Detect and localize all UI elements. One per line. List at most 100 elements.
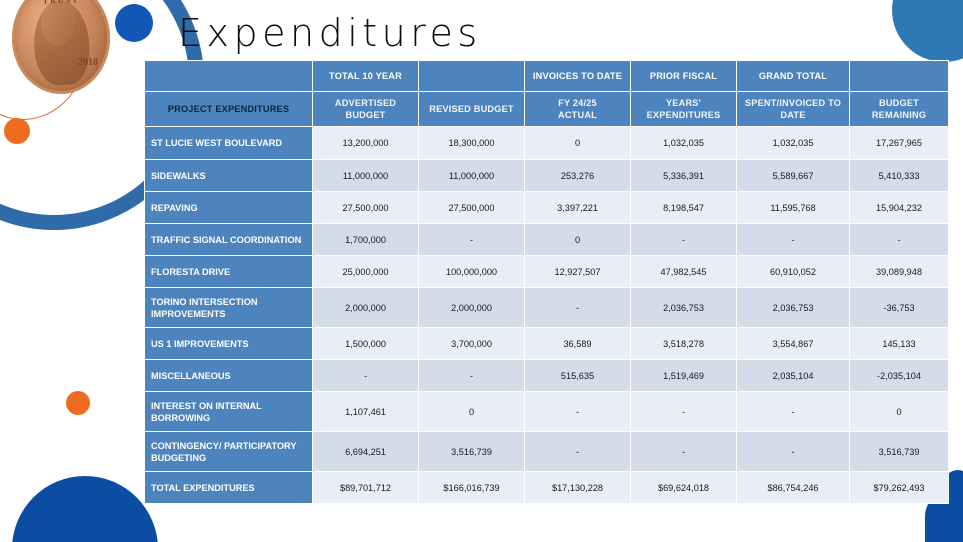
row-value-cell: 3,516,739	[419, 432, 524, 471]
row-value-cell: 11,000,000	[419, 160, 524, 191]
row-value-cell: 0	[525, 224, 630, 255]
row-value-cell: 3,516,739	[850, 432, 948, 471]
row-value-cell: 2,000,000	[313, 288, 418, 327]
group-header-cell-6	[850, 61, 948, 91]
group-header-cell-1: TOTAL 10 YEAR	[313, 61, 418, 91]
row-value-cell: 1,107,461	[313, 392, 418, 431]
column-header-years-expenditures: YEARS' EXPENDITURES	[631, 92, 736, 126]
row-value-cell: 36,589	[525, 328, 630, 359]
row-value-cell: -	[850, 224, 948, 255]
row-value-cell: 0	[850, 392, 948, 431]
blue-circle-top-right-decoration	[892, 0, 963, 62]
row-value-cell: -	[737, 432, 849, 471]
row-value-cell: $86,754,246	[737, 472, 849, 503]
row-value-cell: 18,300,000	[419, 127, 524, 159]
row-value-cell: 5,589,667	[737, 160, 849, 191]
row-label: TRAFFIC SIGNAL COORDINATION	[145, 224, 312, 255]
table-row: CONTINGENCY/ PARTICIPATORY BUDGETING 6,69…	[145, 432, 948, 471]
column-header-revised-budget: REVISED BUDGET	[419, 92, 524, 126]
row-value-cell: 2,036,753	[737, 288, 849, 327]
row-value-cell: -	[631, 392, 736, 431]
column-header-budget-remaining: BUDGET REMAINING	[850, 92, 948, 126]
row-value-cell: 0	[419, 392, 524, 431]
row-value-cell: $166,016,739	[419, 472, 524, 503]
row-label: TORINO INTERSECTION IMPROVEMENTS	[145, 288, 312, 327]
row-value-cell: 3,554,867	[737, 328, 849, 359]
row-value-cell: -	[313, 360, 418, 391]
row-label: MISCELLANEOUS	[145, 360, 312, 391]
row-value-cell: 17,267,965	[850, 127, 948, 159]
column-header-spent-invoiced: SPENT/INVOICED TO DATE	[737, 92, 849, 126]
row-value-cell: 1,519,469	[631, 360, 736, 391]
row-value-cell: 15,904,232	[850, 192, 948, 223]
row-value-cell: 2,036,753	[631, 288, 736, 327]
row-value-cell: $69,624,018	[631, 472, 736, 503]
group-header-cell-4: PRIOR FISCAL	[631, 61, 736, 91]
row-value-cell: 3,700,000	[419, 328, 524, 359]
group-header-cell-3: INVOICES TO DATE	[525, 61, 630, 91]
row-value-cell: -	[525, 432, 630, 471]
row-value-cell: 3,518,278	[631, 328, 736, 359]
row-value-cell: 25,000,000	[313, 256, 418, 287]
row-value-cell: $89,701,712	[313, 472, 418, 503]
table-column-header-row: PROJECT EXPENDITURES ADVERTISED BUDGET R…	[145, 92, 948, 126]
row-value-cell: 1,500,000	[313, 328, 418, 359]
row-value-cell: 6,694,251	[313, 432, 418, 471]
orange-dot-lower-decoration	[66, 391, 90, 415]
row-value-cell: -	[737, 392, 849, 431]
penny-coin-image: IN GOD WE TRUST 2018	[12, 0, 110, 94]
row-label: INTEREST ON INTERNAL BORROWING	[145, 392, 312, 431]
row-value-cell: 12,927,507	[525, 256, 630, 287]
blue-dot-top-left-decoration	[115, 4, 153, 42]
expenditures-table-container: TOTAL 10 YEAR INVOICES TO DATE PRIOR FIS…	[144, 60, 949, 504]
table-row: SIDEWALKS 11,000,000 11,000,000 253,276 5,33…	[145, 160, 948, 191]
penny-year-text: 2018	[78, 57, 98, 68]
row-value-cell: 253,276	[525, 160, 630, 191]
row-value-cell: 27,500,000	[419, 192, 524, 223]
row-value-cell: 3,397,221	[525, 192, 630, 223]
row-value-cell: 11,000,000	[313, 160, 418, 191]
row-value-cell: 11,595,768	[737, 192, 849, 223]
table-group-header-row: TOTAL 10 YEAR INVOICES TO DATE PRIOR FIS…	[145, 61, 948, 91]
row-value-cell: 515,635	[525, 360, 630, 391]
row-value-cell: 13,200,000	[313, 127, 418, 159]
row-value-cell: -	[419, 224, 524, 255]
row-value-cell: -	[419, 360, 524, 391]
column-header-advertised-budget: ADVERTISED BUDGET	[313, 92, 418, 126]
row-value-cell: -36,753	[850, 288, 948, 327]
row-value-cell: 27,500,000	[313, 192, 418, 223]
table-row: US 1 IMPROVEMENTS 1,500,000 3,700,000 36,58…	[145, 328, 948, 359]
group-header-cell-5: GRAND TOTAL	[737, 61, 849, 91]
table-row: ST LUCIE WEST BOULEVARD 13,200,000 18,300,…	[145, 127, 948, 159]
group-header-cell-0	[145, 61, 312, 91]
row-label: CONTINGENCY/ PARTICIPATORY BUDGETING	[145, 432, 312, 471]
row-value-cell: 100,000,000	[419, 256, 524, 287]
row-value-cell: $79,262,493	[850, 472, 948, 503]
row-value-cell: 5,336,391	[631, 160, 736, 191]
row-value-cell: -	[525, 288, 630, 327]
row-label: TOTAL EXPENDITURES	[145, 472, 312, 503]
table-row: REPAVING 27,500,000 27,500,000 3,397,221 8,1…	[145, 192, 948, 223]
table-row: INTEREST ON INTERNAL BORROWING 1,107,461 0…	[145, 392, 948, 431]
group-header-cell-2	[419, 61, 524, 91]
row-value-cell: -	[631, 432, 736, 471]
blue-semicircle-bottom-left-decoration	[12, 476, 158, 542]
row-value-cell: 145,133	[850, 328, 948, 359]
row-value-cell: -2,035,104	[850, 360, 948, 391]
column-header-project-expenditures: PROJECT EXPENDITURES	[145, 92, 312, 126]
column-header-fy-actual: FY 24/25 ACTUAL	[525, 92, 630, 126]
row-label: FLORESTA DRIVE	[145, 256, 312, 287]
expenditures-table: TOTAL 10 YEAR INVOICES TO DATE PRIOR FIS…	[144, 60, 949, 504]
row-value-cell: 60,910,052	[737, 256, 849, 287]
row-value-cell: 1,700,000	[313, 224, 418, 255]
row-label: REPAVING	[145, 192, 312, 223]
penny-face-shape	[41, 0, 75, 45]
row-label: ST LUCIE WEST BOULEVARD	[145, 127, 312, 159]
row-label: SIDEWALKS	[145, 160, 312, 191]
row-value-cell: -	[631, 224, 736, 255]
row-value-cell: 47,982,545	[631, 256, 736, 287]
page-title: Expenditures	[178, 11, 482, 55]
row-value-cell: 1,032,035	[631, 127, 736, 159]
row-value-cell: 1,032,035	[737, 127, 849, 159]
row-value-cell: 39,089,948	[850, 256, 948, 287]
